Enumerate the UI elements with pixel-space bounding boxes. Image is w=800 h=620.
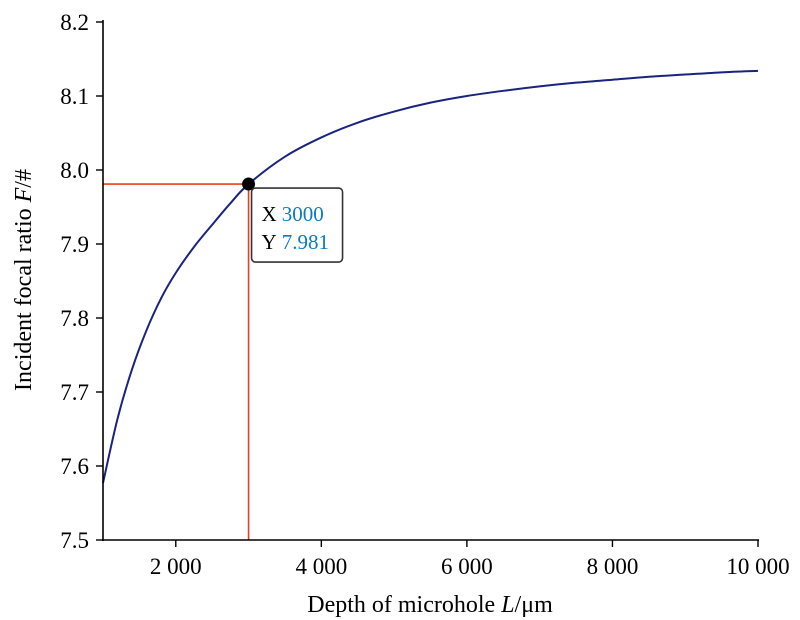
- x-tick-label: 10 000: [726, 554, 789, 579]
- x-tick-label: 8 000: [587, 554, 639, 579]
- tooltip-x-line: X 3000: [262, 202, 324, 226]
- y-tick-label: 7.7: [60, 380, 89, 405]
- x-axis-title: Depth of microhole L/μm: [307, 592, 553, 618]
- y-tick-label: 8.2: [60, 10, 89, 35]
- marker-point[interactable]: [242, 177, 256, 191]
- tooltip-box: [250, 187, 344, 263]
- data-tooltip: X 3000 Y 7.981: [250, 187, 344, 263]
- y-tick-label: 7.9: [60, 232, 89, 257]
- series-line: [102, 69, 759, 484]
- y-tick-label: 7.8: [60, 306, 89, 331]
- x-tick-label: 2 000: [150, 554, 202, 579]
- x-ticks: 2 000 4 000 6 000 8 000 10 000: [150, 540, 790, 579]
- y-tick-label: 7.6: [60, 454, 89, 479]
- x-tick-label: 4 000: [295, 554, 347, 579]
- curve-layer: [102, 69, 759, 484]
- y-tick-label: 7.5: [60, 528, 89, 553]
- x-tick-label: 6 000: [441, 554, 493, 579]
- tooltip-y-line: Y 7.981: [262, 230, 329, 254]
- y-tick-label: 8.1: [60, 84, 89, 109]
- guide-layer: [103, 183, 250, 540]
- y-axis-title: Incident focal ratio F/#: [11, 169, 37, 391]
- y-ticks: 7.5 7.6 7.7 7.8 7.9 8.0 8.1 8.2: [60, 10, 103, 553]
- y-tick-label: 8.0: [60, 158, 89, 183]
